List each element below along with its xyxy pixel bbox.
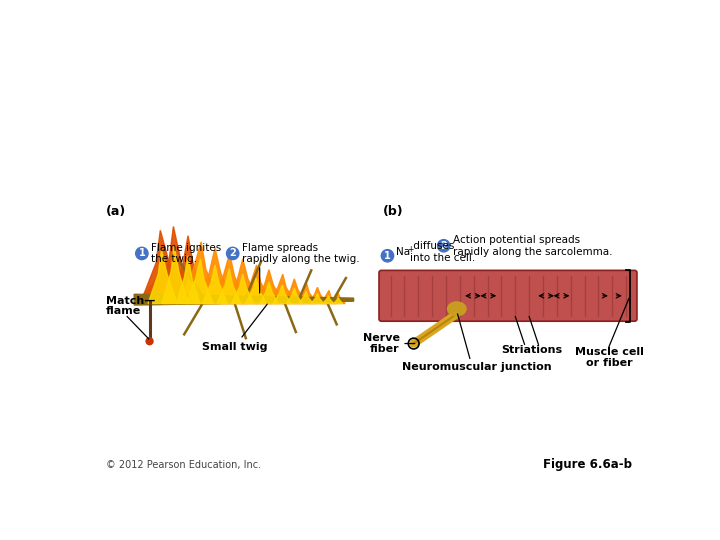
Polygon shape (333, 298, 343, 303)
Polygon shape (148, 249, 177, 303)
Polygon shape (217, 269, 241, 303)
Text: Figure 6.6a-b: Figure 6.6a-b (544, 458, 632, 471)
Text: Flame spreads
rapidly along the twig.: Flame spreads rapidly along the twig. (242, 242, 359, 264)
Circle shape (438, 240, 450, 252)
Polygon shape (287, 288, 302, 303)
Polygon shape (196, 248, 234, 303)
Text: 2: 2 (230, 248, 236, 259)
Text: 1: 1 (138, 248, 145, 259)
Polygon shape (186, 259, 213, 303)
Polygon shape (179, 242, 221, 303)
Polygon shape (225, 259, 260, 303)
Polygon shape (171, 276, 213, 303)
Text: (b): (b) (383, 205, 403, 218)
Text: Striations: Striations (502, 345, 563, 355)
Polygon shape (282, 279, 307, 303)
Text: Na: Na (396, 247, 410, 257)
Text: 2: 2 (441, 241, 447, 251)
Polygon shape (155, 226, 195, 303)
Polygon shape (254, 269, 284, 303)
Polygon shape (311, 294, 324, 303)
Polygon shape (268, 274, 296, 303)
Polygon shape (231, 274, 254, 303)
Polygon shape (176, 256, 200, 303)
Text: Neuromuscular junction: Neuromuscular junction (402, 362, 552, 372)
Ellipse shape (448, 302, 466, 316)
Polygon shape (202, 265, 228, 303)
Polygon shape (295, 284, 317, 303)
Polygon shape (246, 278, 266, 303)
Polygon shape (210, 253, 248, 303)
Polygon shape (240, 265, 272, 303)
Text: (a): (a) (106, 205, 126, 218)
Text: © 2012 Pearson Education, Inc.: © 2012 Pearson Education, Inc. (106, 460, 261, 470)
Polygon shape (307, 287, 327, 303)
Polygon shape (273, 285, 291, 303)
Text: Muscle cell
or fiber: Muscle cell or fiber (575, 347, 644, 368)
Polygon shape (299, 291, 313, 303)
Text: +: + (407, 245, 413, 254)
Text: Action potential spreads
rapidly along the sarcolemma.: Action potential spreads rapidly along t… (453, 235, 613, 256)
Polygon shape (331, 294, 345, 303)
Circle shape (382, 249, 394, 262)
Polygon shape (323, 296, 333, 303)
FancyBboxPatch shape (379, 271, 637, 321)
Circle shape (135, 247, 148, 260)
Polygon shape (259, 282, 279, 303)
Circle shape (227, 247, 239, 260)
Circle shape (146, 338, 153, 345)
Text: Flame ignites
the twig.: Flame ignites the twig. (151, 242, 221, 264)
Polygon shape (162, 246, 188, 303)
Text: Nerve
fiber: Nerve fiber (363, 333, 400, 354)
Text: Match—: Match— (106, 296, 155, 306)
Polygon shape (134, 269, 188, 303)
Polygon shape (320, 291, 337, 303)
Text: 1: 1 (384, 251, 391, 261)
Polygon shape (134, 294, 354, 305)
Polygon shape (170, 236, 207, 303)
Text: diffuses
into the cell.: diffuses into the cell. (410, 241, 475, 263)
Polygon shape (153, 273, 199, 303)
Text: Small twig: Small twig (202, 304, 267, 352)
Text: flame: flame (106, 306, 141, 316)
Polygon shape (140, 231, 185, 303)
